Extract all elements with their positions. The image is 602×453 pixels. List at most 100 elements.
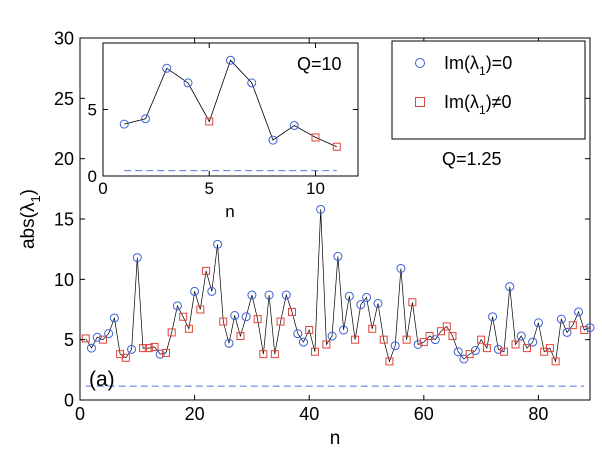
main-point-real bbox=[390, 341, 400, 351]
inset-point-real bbox=[119, 119, 129, 129]
inset-point-real bbox=[289, 120, 299, 130]
main-point-real bbox=[109, 313, 119, 323]
main-point-real bbox=[562, 327, 572, 337]
inset-point-complex bbox=[332, 142, 341, 151]
legend-entry-real: Im(λ1)=0 bbox=[444, 53, 512, 78]
main-point-real bbox=[241, 312, 251, 322]
main-point-real bbox=[344, 291, 354, 301]
main-point-real bbox=[453, 347, 463, 357]
main-point-complex bbox=[551, 357, 560, 366]
main-x-tick-label: 80 bbox=[528, 404, 548, 424]
inset-y-tick-label: 5 bbox=[88, 101, 97, 120]
main-point-complex bbox=[202, 266, 211, 275]
main-point-real bbox=[264, 290, 274, 300]
main-point-complex bbox=[139, 344, 148, 353]
main-point-real bbox=[104, 329, 114, 339]
inset-plot-frame bbox=[102, 42, 359, 177]
main-point-complex bbox=[419, 338, 428, 347]
inset-x-axis-label: n bbox=[225, 202, 234, 221]
inset-markers bbox=[119, 55, 341, 151]
main-point-complex bbox=[568, 321, 577, 330]
main-point-real bbox=[356, 300, 366, 310]
main-point-real bbox=[362, 292, 372, 302]
main-point-complex bbox=[477, 335, 486, 344]
legend-circle-marker bbox=[415, 58, 425, 68]
legend-square-marker bbox=[415, 97, 425, 107]
main-point-complex bbox=[351, 335, 360, 344]
main-point-complex bbox=[167, 328, 176, 337]
inset-series-line bbox=[124, 59, 337, 148]
main-point-real bbox=[585, 323, 595, 333]
main-x-ticks: 0 20 40 60 80 bbox=[75, 38, 548, 424]
main-point-complex bbox=[253, 315, 262, 324]
main-point-real bbox=[327, 331, 337, 341]
main-point-real bbox=[132, 253, 142, 263]
main-point-complex bbox=[121, 353, 130, 362]
main-point-real bbox=[470, 346, 480, 356]
main-point-complex bbox=[385, 357, 394, 366]
main-point-real bbox=[230, 311, 240, 321]
main-point-real bbox=[224, 338, 234, 348]
main-point-complex bbox=[276, 317, 285, 326]
main-point-complex bbox=[98, 335, 107, 344]
main-point-real bbox=[493, 344, 503, 354]
inset-point-real bbox=[268, 135, 278, 145]
main-point-real bbox=[333, 251, 343, 261]
main-point-complex bbox=[161, 348, 170, 357]
main-point-complex bbox=[368, 324, 377, 333]
main-point-complex bbox=[522, 344, 531, 353]
main-point-complex bbox=[150, 342, 159, 351]
main-point-complex bbox=[236, 332, 245, 341]
main-y-tick-label: 10 bbox=[54, 270, 74, 290]
inset-y-ticks: 05 bbox=[88, 101, 358, 186]
main-point-complex bbox=[196, 305, 205, 314]
main-x-tick-label: 40 bbox=[299, 404, 319, 424]
main-x-tick-label: 20 bbox=[185, 404, 205, 424]
main-point-real bbox=[516, 331, 526, 341]
inset-point-real bbox=[247, 78, 257, 88]
main-point-complex bbox=[402, 335, 411, 344]
main-point-complex bbox=[408, 298, 417, 307]
main-point-complex bbox=[482, 344, 491, 353]
main-point-complex bbox=[259, 350, 268, 359]
main-point-complex bbox=[310, 347, 319, 356]
panel-label: (a) bbox=[89, 368, 115, 391]
main-x-tick-label: 60 bbox=[414, 404, 434, 424]
main-y-axis-label: abs(λ1) bbox=[18, 189, 43, 249]
main-point-complex bbox=[511, 340, 520, 349]
main-series-line bbox=[85, 209, 591, 363]
main-point-complex bbox=[500, 347, 509, 356]
main-point-complex bbox=[580, 326, 589, 335]
inset-y-tick-label: 0 bbox=[88, 167, 97, 186]
main-x-tick-label: 0 bbox=[75, 404, 85, 424]
main-point-real bbox=[574, 307, 584, 317]
main-point-complex bbox=[184, 324, 193, 333]
inset-point-real bbox=[141, 114, 150, 124]
inset-x-tick-label: 10 bbox=[306, 179, 325, 198]
main-point-real bbox=[213, 239, 223, 249]
main-point-real bbox=[190, 286, 200, 296]
main-point-real bbox=[339, 325, 349, 335]
main-point-real bbox=[488, 312, 498, 322]
main-point-real bbox=[505, 282, 515, 292]
legend-entry-complex: Im(λ1)≠0 bbox=[444, 92, 512, 117]
inset-x-ticks: 0 5 10 bbox=[98, 43, 325, 198]
main-point-complex bbox=[219, 317, 228, 326]
main-point-real bbox=[413, 339, 423, 349]
main-point-complex bbox=[322, 340, 331, 349]
main-point-real bbox=[281, 290, 291, 300]
main-point-real bbox=[459, 354, 469, 364]
main-annotation: Q=1.25 bbox=[442, 149, 502, 169]
inset-plot: 0 5 10 05 n Q=10 bbox=[88, 42, 359, 221]
main-point-real bbox=[293, 329, 303, 339]
main-point-complex bbox=[379, 335, 388, 344]
inset-annotation: Q=10 bbox=[297, 54, 342, 74]
main-point-real bbox=[86, 343, 96, 353]
main-markers bbox=[81, 204, 595, 366]
main-point-complex bbox=[288, 307, 297, 316]
main-y-tick-label: 25 bbox=[54, 89, 74, 109]
inset-x-tick-label: 5 bbox=[205, 179, 214, 198]
inset-x-tick-label: 0 bbox=[98, 179, 107, 198]
main-y-tick-label: 30 bbox=[54, 28, 74, 48]
